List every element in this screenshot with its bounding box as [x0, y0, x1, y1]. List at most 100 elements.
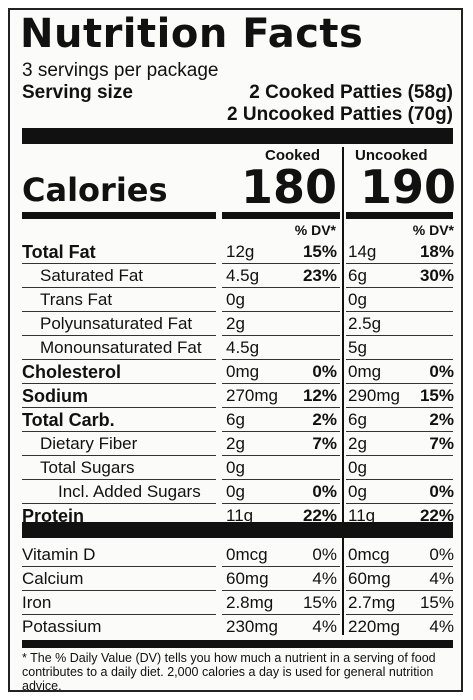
row-rule [346, 359, 453, 360]
cooked-amount: 4.5g [226, 266, 260, 285]
row-rule [22, 503, 216, 504]
row-rule [222, 335, 340, 336]
uncooked-dv: 0% [429, 362, 454, 381]
cooked-dv: 0% [312, 482, 337, 501]
uncooked-amount: 6g [348, 266, 367, 285]
cooked-amount: 2g [226, 314, 245, 333]
cooked-dv: 22% [302, 506, 337, 525]
row-rule [22, 566, 216, 567]
calories-label: Calories [22, 171, 168, 209]
calories-divider [22, 212, 216, 219]
row-rule [222, 503, 340, 504]
row-rule [222, 455, 340, 456]
uncooked-column-header: Uncooked [355, 147, 428, 164]
vitamin-divider [22, 522, 453, 538]
nutrient-row: Saturated Fat 4.5g 23% 6g 30% [22, 264, 455, 288]
thick-divider [22, 128, 453, 144]
nutrient-row: Sodium 270mg 12% 290mg 15% [22, 384, 455, 408]
serving-size-cooked: 2 Cooked Patties (58g) [249, 82, 453, 103]
cooked-amount: 4.5g [226, 338, 260, 357]
row-rule [22, 407, 216, 408]
cooked-dv: 12% [302, 386, 337, 405]
row-rule [22, 614, 216, 615]
uncooked-dv: 22% [419, 506, 454, 525]
row-rule [346, 383, 453, 384]
panel-title: Nutrition Facts [20, 11, 364, 57]
vitamin-row: Potassium 230mg 4% 220mg 4% [22, 615, 455, 639]
nutrient-name: Saturated Fat [40, 266, 144, 285]
uncooked-dv: 30% [419, 266, 454, 285]
uncooked-amount: 60mg [348, 569, 391, 588]
nutrient-row: Monounsaturated Fat 4.5g 5g [22, 336, 455, 360]
row-rule [346, 431, 453, 432]
uncooked-amount: 0g [348, 482, 367, 501]
row-rule [222, 311, 340, 312]
footnote: * The % Daily Value (DV) tells you how m… [22, 651, 436, 693]
row-rule [22, 359, 216, 360]
uncooked-dv: 7% [429, 434, 454, 453]
row-rule [346, 590, 453, 591]
nutrient-name: Sodium [22, 386, 88, 406]
cooked-amount: 0g [226, 482, 245, 501]
vitamin-row: Iron 2.8mg 15% 2.7mg 15% [22, 591, 455, 615]
nutrient-name: Monounsaturated Fat [40, 338, 202, 357]
uncooked-amount: 0mcg [348, 545, 390, 564]
row-rule [346, 335, 453, 336]
vitamin-row: Vitamin D 0mcg 0% 0mcg 0% [22, 543, 455, 567]
row-rule [222, 479, 340, 480]
row-rule [222, 614, 340, 615]
uncooked-dv: 18% [419, 242, 454, 261]
cooked-amount: 12g [226, 242, 255, 261]
row-rule [222, 566, 340, 567]
row-rule [346, 614, 453, 615]
row-rule [222, 383, 340, 384]
row-rule [346, 407, 453, 408]
vitamin-name: Vitamin D [22, 545, 96, 564]
cooked-amount: 2g [226, 434, 245, 453]
nutrient-row: Total Fat 12g 15% 14g 18% [22, 240, 455, 264]
uncooked-amount: 2.5g [348, 314, 382, 333]
row-rule [346, 455, 453, 456]
cooked-dv: 4% [312, 617, 337, 636]
cooked-amount: 11g [226, 506, 254, 525]
row-rule [222, 590, 340, 591]
cooked-dv: 15% [302, 593, 337, 612]
uncooked-amount: 2.7mg [348, 593, 396, 612]
nutrient-name: Incl. Added Sugars [58, 482, 201, 501]
cooked-dv: 15% [302, 242, 337, 261]
row-rule [222, 431, 340, 432]
uncooked-amount: 11g [348, 506, 376, 525]
uncooked-amount: 0mg [348, 362, 382, 381]
nutrient-name: Total Sugars [40, 458, 135, 477]
uncooked-dv: 0% [429, 545, 454, 564]
row-rule [22, 455, 216, 456]
uncooked-amount: 0g [348, 290, 367, 309]
calories-divider [346, 212, 453, 219]
nutrient-row: Total Sugars 0g 0g [22, 456, 455, 480]
uncooked-amount: 2g [348, 434, 367, 453]
nutrient-name: Cholesterol [22, 362, 122, 382]
row-rule [222, 407, 340, 408]
row-rule [222, 359, 340, 360]
nutrient-name: Total Fat [22, 242, 96, 262]
cooked-dv: 0% [312, 362, 337, 381]
nutrient-row: Polyunsaturated Fat 2g 2.5g [22, 312, 455, 336]
cooked-amount: 270mg [226, 386, 278, 405]
cooked-amount: 0g [226, 290, 245, 309]
row-rule [22, 287, 216, 288]
cooked-amount: 0mcg [226, 545, 268, 564]
column-divider [342, 147, 344, 635]
nutrient-row: Protein 11g 22% 11g 22% [22, 504, 455, 528]
row-rule [222, 287, 340, 288]
row-rule [22, 590, 216, 591]
row-rule [222, 263, 340, 264]
cooked-amount: 2.8mg [226, 593, 274, 612]
row-rule [22, 311, 216, 312]
cooked-amount: 0g [226, 458, 245, 477]
dv-header-cooked: % DV* [294, 222, 336, 238]
cooked-dv: 4% [312, 569, 337, 588]
nutrient-name: Protein [22, 506, 85, 526]
cooked-amount: 60mg [226, 569, 269, 588]
row-rule [346, 479, 453, 480]
row-rule [346, 287, 453, 288]
